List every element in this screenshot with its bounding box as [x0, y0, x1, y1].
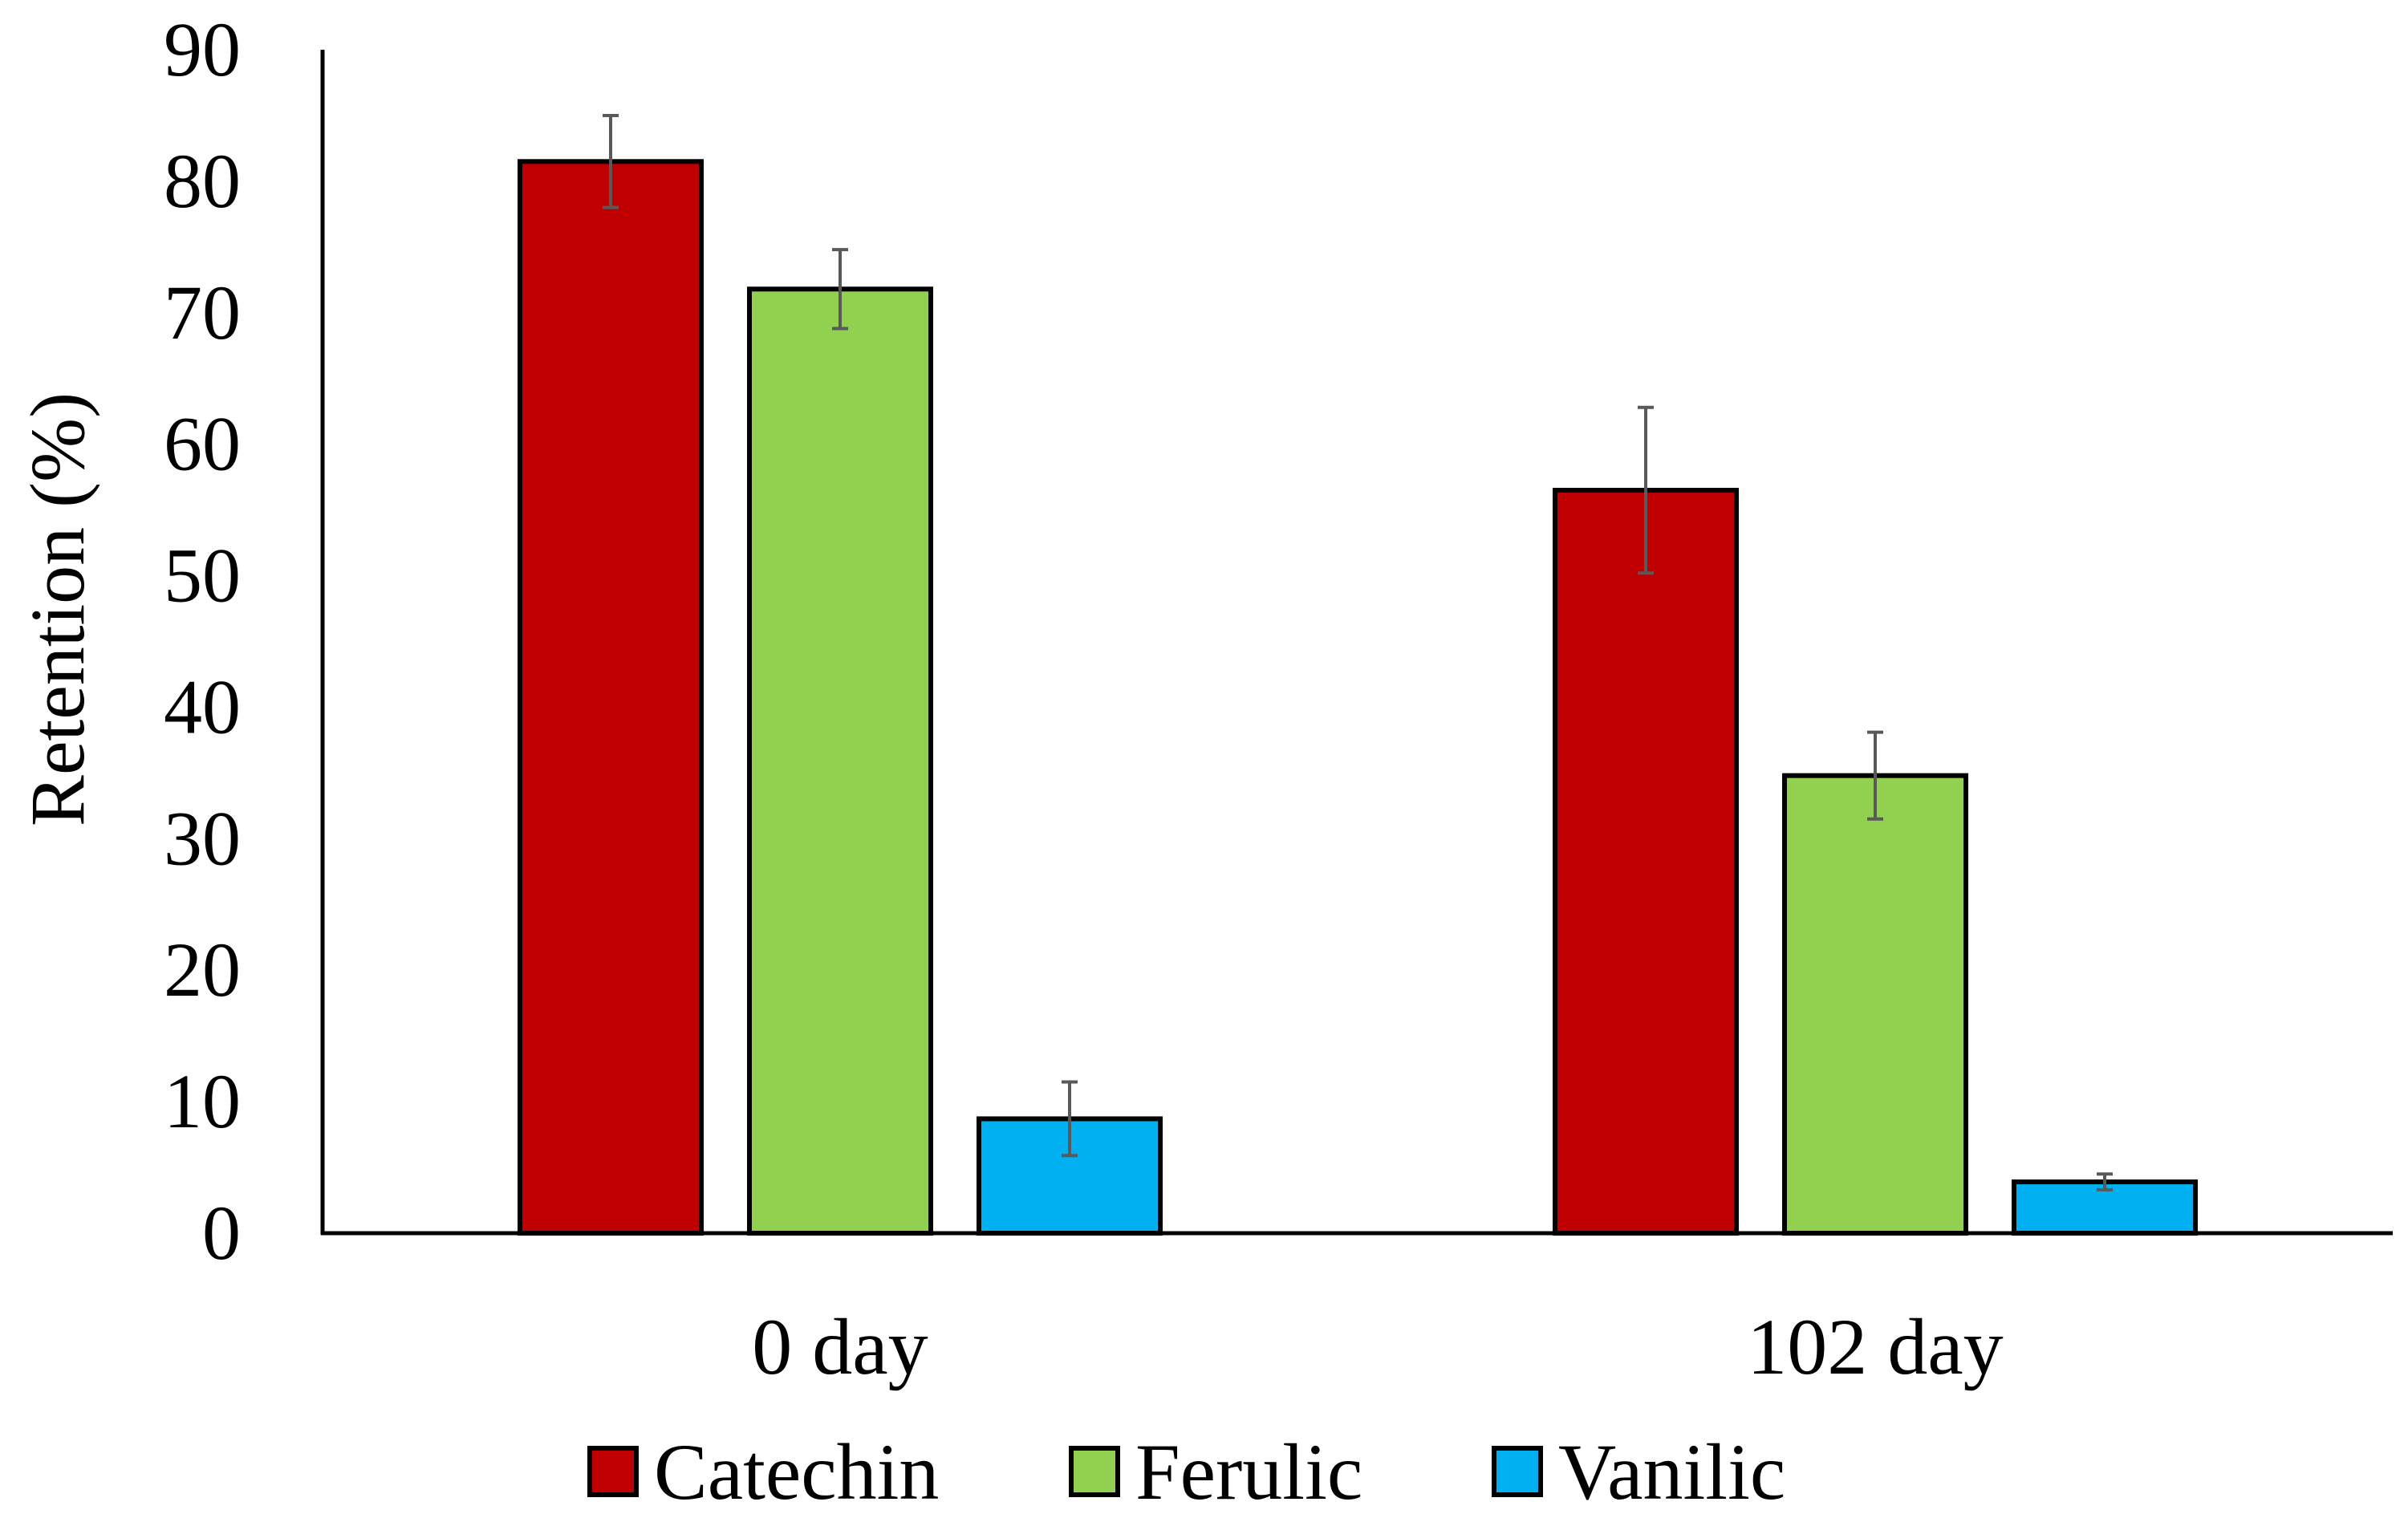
y-tick-label: 0 [202, 1190, 241, 1276]
legend: Catechin Ferulic Vanilic [587, 1427, 1785, 1514]
y-tick-label: 10 [164, 1058, 241, 1144]
y-axis-ticks: 0 10 20 30 40 50 60 70 80 90 [164, 6, 241, 1276]
legend-item-vanilic: Vanilic [1492, 1427, 1785, 1514]
y-tick-label: 20 [164, 927, 241, 1013]
bar-catechin-1 [1553, 488, 1739, 1236]
y-tick-label: 40 [164, 664, 241, 749]
legend-swatch [1492, 1446, 1543, 1497]
legend-label: Vanilic [1558, 1427, 1785, 1514]
y-tick-label: 50 [164, 533, 241, 619]
bars [518, 159, 2198, 1236]
error-bars [603, 113, 2113, 1191]
y-axis-title: Retention (%) [14, 392, 100, 826]
y-tick-label: 70 [164, 270, 241, 355]
y-tick-label: 90 [164, 6, 241, 92]
x-category-label: 0 day [752, 1302, 928, 1391]
y-tick-label: 30 [164, 795, 241, 881]
x-axis-categories: 0 day 102 day [752, 1302, 2003, 1391]
bar-catechin-0 [518, 159, 704, 1236]
legend-swatch [587, 1446, 639, 1497]
x-category-label: 102 day [1747, 1302, 2003, 1391]
bar-ferulic-1 [1782, 773, 1968, 1236]
y-tick-label: 80 [164, 138, 241, 224]
y-tick-label: 60 [164, 401, 241, 487]
legend-item-catechin: Catechin [587, 1427, 939, 1514]
legend-label: Catechin [654, 1427, 939, 1514]
legend-label: Ferulic [1135, 1427, 1362, 1514]
legend-item-ferulic: Ferulic [1069, 1427, 1362, 1514]
legend-swatch [1069, 1446, 1120, 1497]
bar-ferulic-0 [747, 286, 933, 1236]
